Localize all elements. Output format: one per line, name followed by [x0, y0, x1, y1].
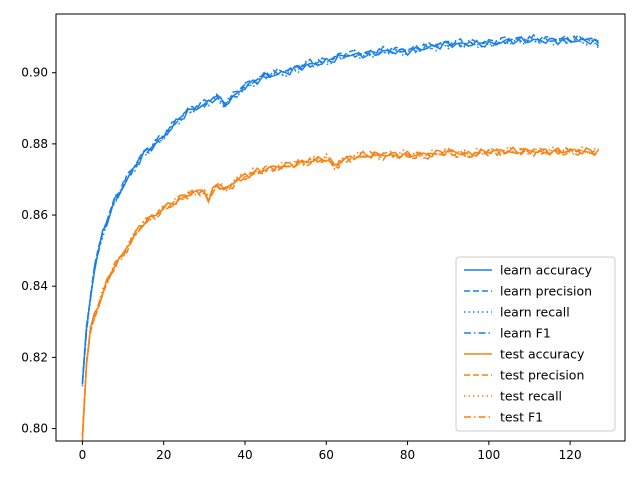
series-line-test-f1: [81, 146, 599, 435]
x-tick-label: 100: [477, 448, 500, 462]
series-line-learn-precision: [81, 33, 599, 381]
legend-label: test F1: [500, 410, 543, 425]
legend-label: test precision: [500, 368, 584, 383]
y-tick-label: 0.90: [21, 66, 48, 80]
x-tick-label: 120: [559, 448, 582, 462]
legend-label: learn F1: [500, 326, 551, 341]
x-tick-label: 60: [319, 448, 334, 462]
legend-label: test accuracy: [500, 347, 585, 362]
legend-label: learn accuracy: [500, 263, 593, 278]
legend: learn accuracy learn precision learn recal…: [455, 256, 616, 432]
series-line-learn-recall: [81, 36, 600, 387]
x-tick-label: 0: [79, 448, 87, 462]
legend-label: test recall: [500, 389, 562, 404]
series-line-learn-accuracy: [81, 35, 600, 385]
series-line-test-recall: [81, 145, 599, 436]
y-tick-label: 0.82: [21, 350, 48, 364]
x-tick-label: 80: [400, 448, 415, 462]
y-axis: 0.80 0.82 0.84 0.86 0.88 0.90: [21, 66, 56, 436]
y-tick-label: 0.86: [21, 208, 48, 222]
x-tick-label: 40: [237, 448, 252, 462]
legend-frame: [455, 256, 616, 432]
x-tick-label: 20: [156, 448, 171, 462]
y-tick-label: 0.84: [21, 279, 48, 293]
legend-label: learn recall: [500, 305, 570, 320]
x-axis: 0 20 40 60 80 100 120: [79, 441, 582, 462]
legend-label: learn precision: [500, 284, 592, 299]
series-layer: [81, 33, 600, 442]
y-tick-label: 0.80: [21, 422, 48, 436]
series-line-test-accuracy: [81, 146, 600, 437]
y-tick-label: 0.88: [21, 137, 48, 151]
series-line-learn-f1: [81, 34, 600, 385]
plot-frame: [55, 13, 626, 442]
